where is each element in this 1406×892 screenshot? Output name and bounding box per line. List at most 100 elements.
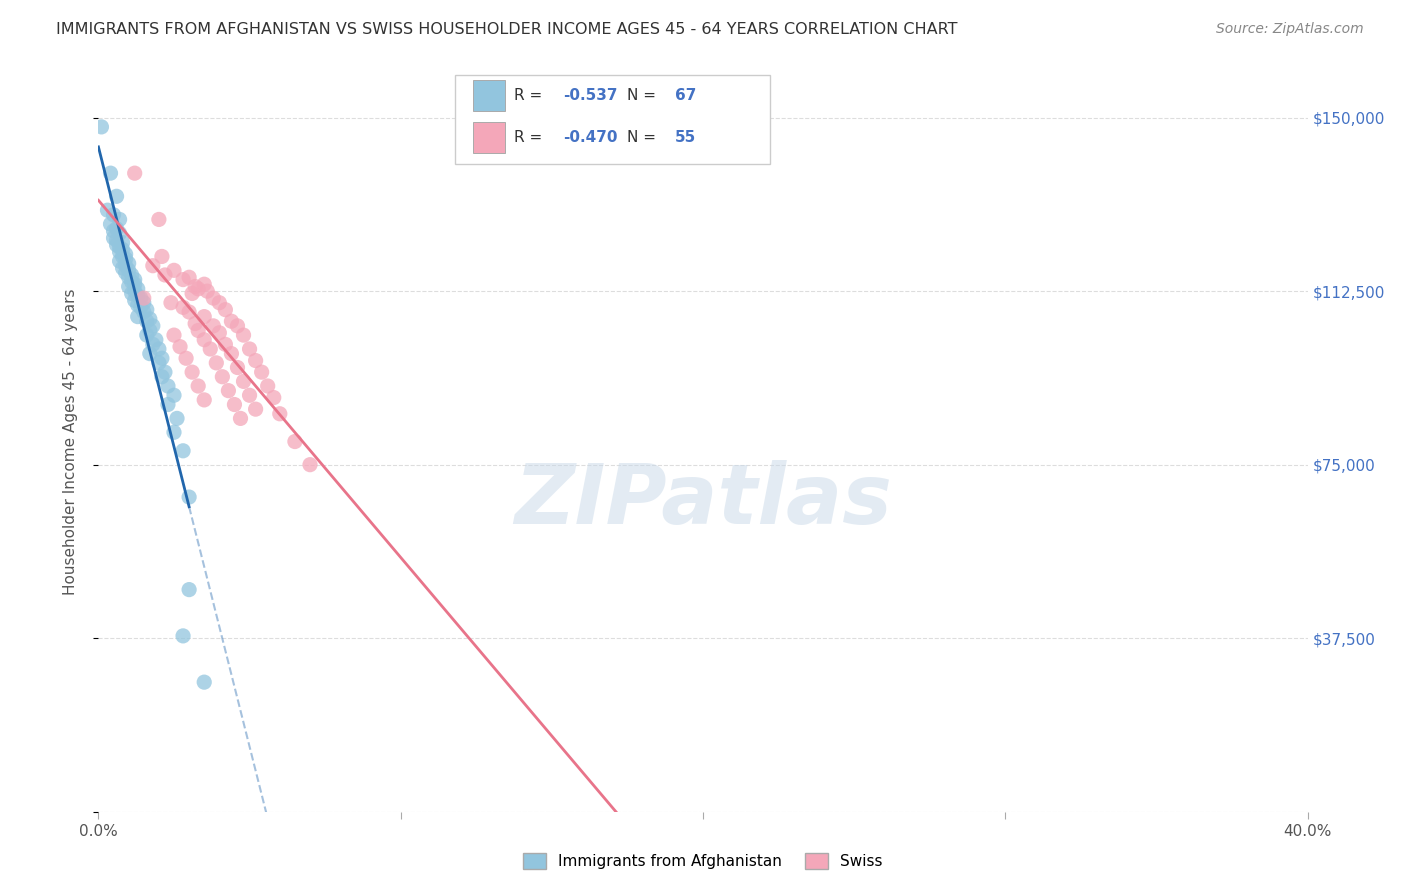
Point xyxy=(124,272,146,286)
Point xyxy=(103,231,125,245)
Point xyxy=(150,351,173,366)
Point xyxy=(163,388,186,402)
Point xyxy=(172,272,194,286)
Point xyxy=(105,233,128,247)
Point xyxy=(179,490,201,504)
Point xyxy=(179,305,201,319)
FancyBboxPatch shape xyxy=(474,121,505,153)
Point xyxy=(142,318,165,333)
Point xyxy=(224,398,246,412)
Point xyxy=(193,310,215,324)
Point xyxy=(263,391,285,405)
Point xyxy=(111,260,134,275)
Text: 55: 55 xyxy=(675,129,696,145)
Point xyxy=(250,365,273,379)
Point xyxy=(114,247,136,261)
Point xyxy=(160,295,183,310)
Point xyxy=(284,434,307,449)
Point xyxy=(214,337,236,351)
Point xyxy=(208,326,231,340)
Point xyxy=(100,166,122,180)
Point xyxy=(121,268,143,282)
Point xyxy=(163,263,186,277)
Point xyxy=(105,238,128,252)
Point xyxy=(208,295,231,310)
Point xyxy=(181,365,204,379)
Point xyxy=(139,346,162,360)
Point xyxy=(148,212,170,227)
Point xyxy=(200,342,222,356)
Point xyxy=(135,328,157,343)
Point xyxy=(103,208,125,222)
Point xyxy=(174,351,197,366)
Point xyxy=(121,286,143,301)
Point xyxy=(135,314,157,328)
Point xyxy=(127,289,149,303)
Point xyxy=(245,402,267,417)
FancyBboxPatch shape xyxy=(474,80,505,112)
Point xyxy=(121,275,143,289)
Text: IMMIGRANTS FROM AFGHANISTAN VS SWISS HOUSEHOLDER INCOME AGES 45 - 64 YEARS CORRE: IMMIGRANTS FROM AFGHANISTAN VS SWISS HOU… xyxy=(56,22,957,37)
Y-axis label: Householder Income Ages 45 - 64 years: Householder Income Ages 45 - 64 years xyxy=(63,288,77,595)
Point xyxy=(127,298,149,312)
Point xyxy=(269,407,291,421)
Point xyxy=(132,291,155,305)
Point xyxy=(202,291,225,305)
Point xyxy=(150,250,173,264)
FancyBboxPatch shape xyxy=(456,75,769,164)
Point xyxy=(202,318,225,333)
Point xyxy=(145,333,167,347)
Point xyxy=(172,629,194,643)
Point xyxy=(105,221,128,235)
Point xyxy=(214,302,236,317)
Text: R =: R = xyxy=(515,129,547,145)
Text: -0.470: -0.470 xyxy=(562,129,617,145)
Point xyxy=(127,282,149,296)
Point xyxy=(124,277,146,292)
Point xyxy=(108,227,131,241)
Point xyxy=(139,312,162,326)
Point xyxy=(124,293,146,308)
Point xyxy=(129,301,152,315)
Point xyxy=(226,360,249,375)
Point xyxy=(232,375,254,389)
Point xyxy=(118,256,141,270)
Point xyxy=(239,342,262,356)
Text: N =: N = xyxy=(627,88,661,103)
Text: N =: N = xyxy=(627,129,661,145)
Point xyxy=(163,328,186,343)
Point xyxy=(114,266,136,280)
Point xyxy=(172,301,194,315)
Point xyxy=(114,259,136,273)
Point xyxy=(129,291,152,305)
Legend: Immigrants from Afghanistan, Swiss: Immigrants from Afghanistan, Swiss xyxy=(517,847,889,875)
Point xyxy=(114,252,136,266)
Point xyxy=(166,411,188,425)
Point xyxy=(124,284,146,298)
Point xyxy=(153,268,176,282)
Point xyxy=(193,277,215,292)
Point xyxy=(111,243,134,257)
Point xyxy=(193,675,215,690)
Point xyxy=(179,582,201,597)
Point xyxy=(193,392,215,407)
Point xyxy=(148,356,170,370)
Text: R =: R = xyxy=(515,88,547,103)
Point xyxy=(124,166,146,180)
Point xyxy=(217,384,239,398)
Point xyxy=(169,340,191,354)
Point xyxy=(105,189,128,203)
Point xyxy=(148,342,170,356)
Point xyxy=(187,324,209,338)
Point xyxy=(187,379,209,393)
Point xyxy=(193,333,215,347)
Point xyxy=(90,120,112,134)
Text: Source: ZipAtlas.com: Source: ZipAtlas.com xyxy=(1216,22,1364,37)
Point xyxy=(108,240,131,254)
Point xyxy=(156,379,179,393)
Point xyxy=(139,324,162,338)
Point xyxy=(153,365,176,379)
Point xyxy=(135,302,157,317)
Point xyxy=(232,328,254,343)
Point xyxy=(132,295,155,310)
